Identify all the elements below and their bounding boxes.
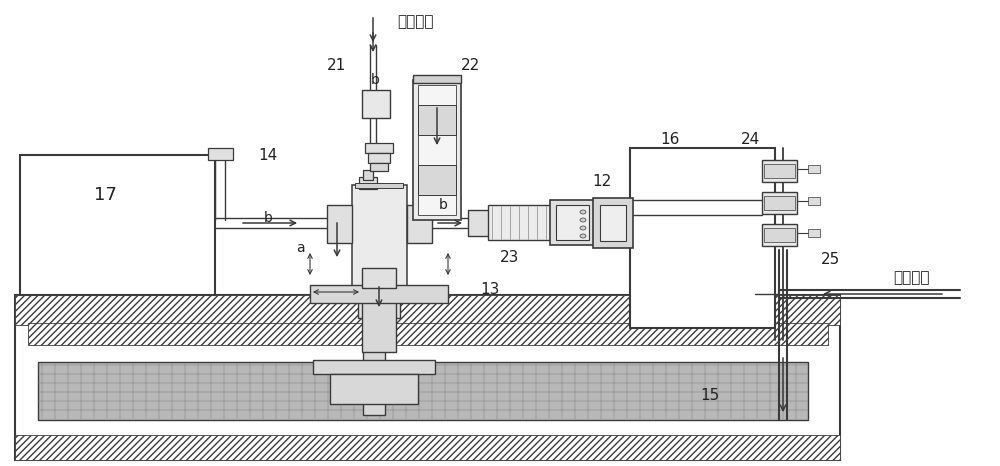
- Text: 15: 15: [700, 388, 720, 403]
- Bar: [407, 205, 432, 243]
- Text: 14: 14: [258, 148, 278, 163]
- Bar: [418, 165, 456, 195]
- Bar: [418, 105, 456, 135]
- Ellipse shape: [580, 218, 586, 222]
- Bar: [808, 197, 820, 205]
- Bar: [593, 198, 633, 248]
- Bar: [468, 210, 490, 236]
- Text: b: b: [371, 73, 379, 87]
- Text: 12: 12: [592, 174, 612, 190]
- Bar: [362, 300, 396, 352]
- Bar: [359, 177, 377, 189]
- Bar: [363, 318, 395, 333]
- Text: 17: 17: [94, 186, 116, 204]
- Bar: [15, 295, 840, 325]
- Text: a: a: [296, 241, 304, 255]
- Bar: [365, 143, 393, 153]
- Bar: [363, 345, 385, 415]
- Bar: [370, 163, 388, 171]
- Text: b: b: [439, 198, 447, 212]
- Bar: [352, 185, 407, 300]
- Text: 22: 22: [460, 57, 480, 73]
- Bar: [362, 268, 396, 288]
- Text: 21: 21: [326, 57, 346, 73]
- Bar: [355, 183, 403, 188]
- Bar: [556, 205, 589, 240]
- Bar: [550, 200, 595, 245]
- Bar: [363, 170, 373, 180]
- Bar: [808, 165, 820, 173]
- Bar: [208, 148, 233, 160]
- Bar: [327, 205, 352, 243]
- Text: b: b: [264, 211, 272, 225]
- Bar: [368, 153, 390, 163]
- Text: 16: 16: [660, 132, 680, 148]
- Text: 23: 23: [500, 251, 520, 266]
- Bar: [330, 374, 418, 404]
- Bar: [28, 323, 828, 345]
- Bar: [418, 85, 456, 215]
- Ellipse shape: [580, 234, 586, 238]
- Bar: [413, 80, 461, 220]
- Bar: [762, 224, 797, 246]
- Bar: [38, 362, 808, 420]
- Bar: [600, 205, 626, 241]
- Text: 25: 25: [820, 253, 840, 267]
- Bar: [368, 333, 390, 347]
- Bar: [764, 196, 795, 210]
- Bar: [413, 75, 461, 83]
- Text: 清洗气体: 清洗气体: [894, 270, 930, 286]
- Bar: [630, 148, 775, 328]
- Bar: [358, 300, 400, 318]
- Bar: [764, 228, 795, 242]
- Bar: [20, 155, 215, 295]
- Bar: [313, 360, 435, 374]
- Bar: [762, 192, 797, 214]
- Bar: [362, 90, 390, 118]
- Bar: [310, 285, 448, 303]
- Bar: [764, 164, 795, 178]
- Bar: [762, 160, 797, 182]
- Ellipse shape: [580, 210, 586, 214]
- Text: 24: 24: [740, 132, 760, 148]
- Ellipse shape: [580, 226, 586, 230]
- Bar: [808, 229, 820, 237]
- Bar: [488, 205, 553, 240]
- Bar: [15, 435, 840, 460]
- Bar: [15, 295, 840, 460]
- Text: 13: 13: [480, 282, 500, 297]
- Text: 工艺气体: 工艺气体: [397, 14, 433, 29]
